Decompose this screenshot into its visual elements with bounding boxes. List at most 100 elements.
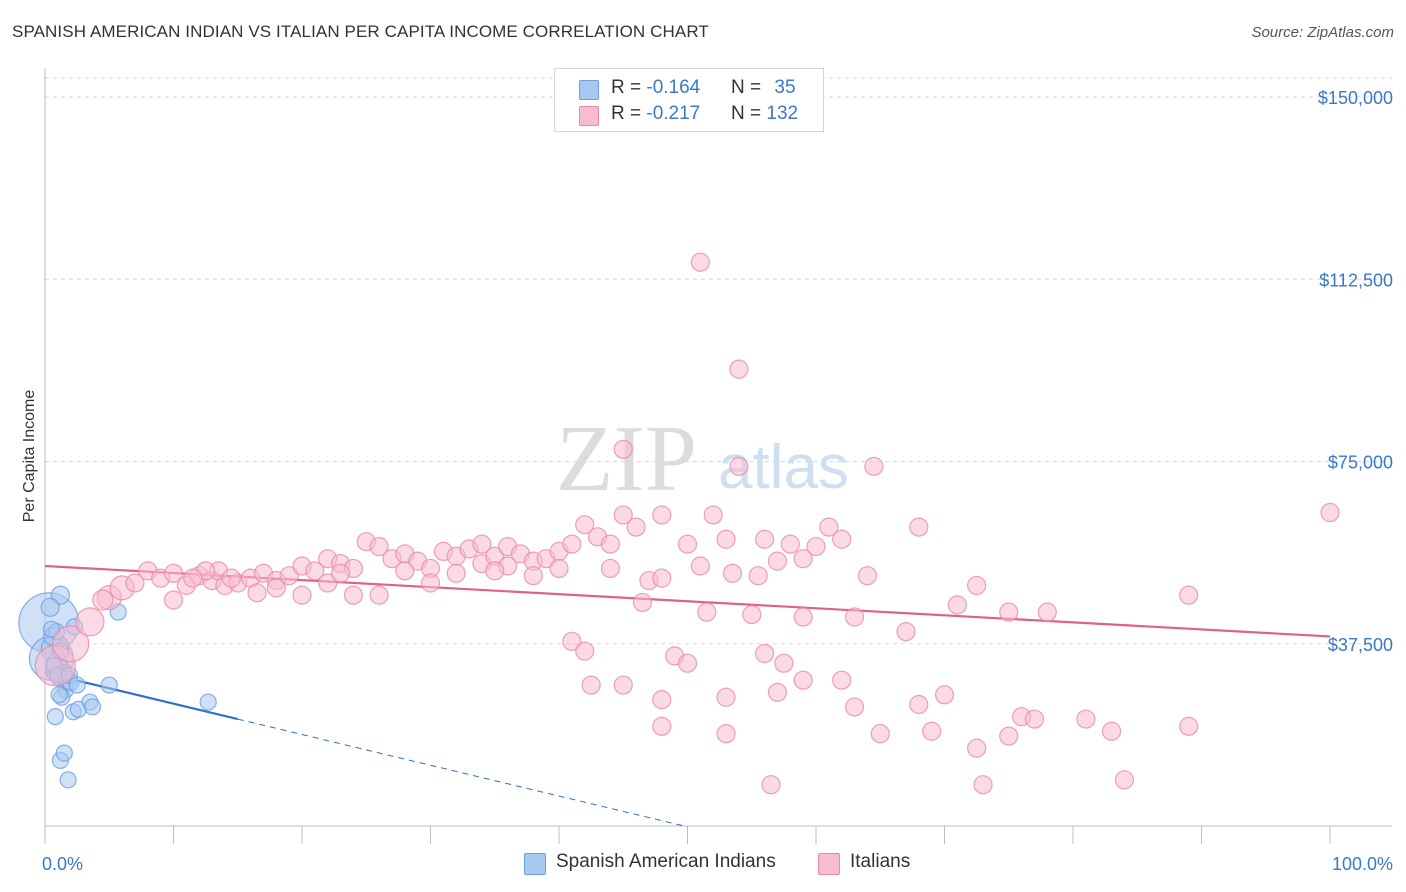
italian-point [934, 685, 955, 705]
italian-point [163, 563, 184, 583]
tick-labels: $37,500 $75,000 $112,500 $150,000 0.0% 100.0% [42, 88, 1393, 874]
italian-point [247, 583, 267, 603]
spanish-american-indian-point [68, 676, 86, 694]
italian-point [92, 589, 114, 611]
italian-point [632, 592, 653, 613]
italian-point [896, 621, 916, 642]
legend-swatch-blue [524, 853, 546, 875]
italian-point [613, 505, 633, 525]
legend-r: R = -0.217 [611, 103, 700, 125]
italian-point [575, 515, 595, 535]
italian-point [819, 517, 839, 537]
italian-point [870, 724, 890, 744]
y-tick-label: $112,500 [1319, 270, 1393, 290]
y-tick-label: $37,500 [1328, 635, 1393, 655]
italian-point [652, 568, 672, 588]
italian-point [575, 641, 595, 661]
legend-n-value: 35 [774, 77, 796, 98]
correlation-legend: R = -0.164 N = 35 R = -0.217 N = 132 [554, 68, 824, 132]
y-tick-label: $75,000 [1328, 453, 1393, 473]
italian-point [999, 726, 1019, 746]
italian-point [1076, 709, 1096, 729]
italian-point [716, 687, 736, 707]
spanish-american-indian-point [199, 693, 217, 711]
spanish-american-indian-point [55, 744, 73, 762]
italian-point [729, 456, 749, 476]
italian-point [613, 675, 633, 695]
legend-swatch-pink [579, 106, 599, 126]
italian-point [75, 607, 105, 637]
italian-point [1179, 585, 1199, 605]
spanish-american-indian-point [40, 597, 60, 617]
legend-n: N = 132 [731, 103, 798, 125]
y-tick-label: $150,000 [1318, 88, 1393, 108]
italian-point [999, 602, 1019, 622]
italian-point [780, 534, 800, 554]
italian-point [716, 529, 736, 549]
italian-point [909, 694, 929, 715]
italian-point [832, 670, 852, 690]
italian-point [793, 549, 813, 569]
italian-point [1114, 770, 1135, 790]
italian-point [1101, 721, 1122, 741]
italian-point [652, 690, 672, 710]
italian-point [806, 536, 826, 557]
italian-point [793, 607, 813, 627]
italian-point [420, 573, 441, 593]
legend-r-value: -0.217 [646, 103, 701, 124]
italian-point [690, 252, 710, 272]
y-axis-label: Per Capita Income [21, 390, 38, 523]
italian-point [909, 517, 929, 537]
spanish-american-indian-point [50, 686, 68, 704]
italian-point [742, 604, 762, 625]
italian-point [125, 573, 145, 593]
italian-point [832, 529, 852, 549]
italian-point [1320, 502, 1340, 523]
legend-n: N = 35 [731, 77, 796, 99]
italian-point [947, 595, 967, 615]
italian-point [52, 625, 90, 663]
italian-point [754, 529, 775, 549]
italian-point [369, 585, 389, 605]
italian-point [754, 643, 775, 664]
italian-point [748, 566, 768, 586]
italian-point [722, 563, 743, 583]
legend-swatch-blue [579, 80, 599, 100]
italian-point [318, 573, 338, 593]
chart-title: SPANISH AMERICAN INDIAN VS ITALIAN PER C… [12, 22, 709, 41]
spanish-american-indian-point [46, 708, 64, 726]
italian-point [716, 724, 736, 744]
legend-n-label: N = [731, 77, 767, 98]
italian-point [343, 585, 363, 605]
italian-point [472, 534, 492, 554]
trend-lines [44, 564, 1331, 828]
spanish-american-indian-point [83, 698, 102, 716]
italian-point [973, 775, 993, 795]
italian-point [1037, 602, 1057, 622]
axes [44, 68, 1392, 844]
x-tick-label: 0.0% [42, 854, 83, 874]
italian-point [626, 517, 646, 537]
italian-point [767, 551, 788, 571]
italian-point [292, 585, 312, 605]
spanish-american-indian-point [59, 771, 77, 789]
italian-point [857, 566, 878, 586]
italian-point [221, 568, 241, 588]
italian-point [677, 534, 698, 554]
italian-point [793, 670, 813, 690]
italian-point [1024, 709, 1045, 729]
italian-point [922, 721, 942, 741]
italian-point [697, 602, 717, 622]
legend-n-label: N = [731, 103, 767, 124]
legend-r: R = -0.164 [611, 77, 700, 99]
italian-point [369, 536, 389, 557]
italian-point [844, 607, 865, 627]
italian-point [562, 534, 582, 554]
legend-swatch-pink [818, 853, 840, 875]
italian-point [652, 505, 672, 525]
legend-r-label: R = [611, 77, 647, 98]
legend-label: Spanish American Indians [556, 851, 776, 872]
italian-point [967, 575, 987, 596]
italian-point [774, 653, 794, 673]
italian-point [395, 561, 415, 581]
